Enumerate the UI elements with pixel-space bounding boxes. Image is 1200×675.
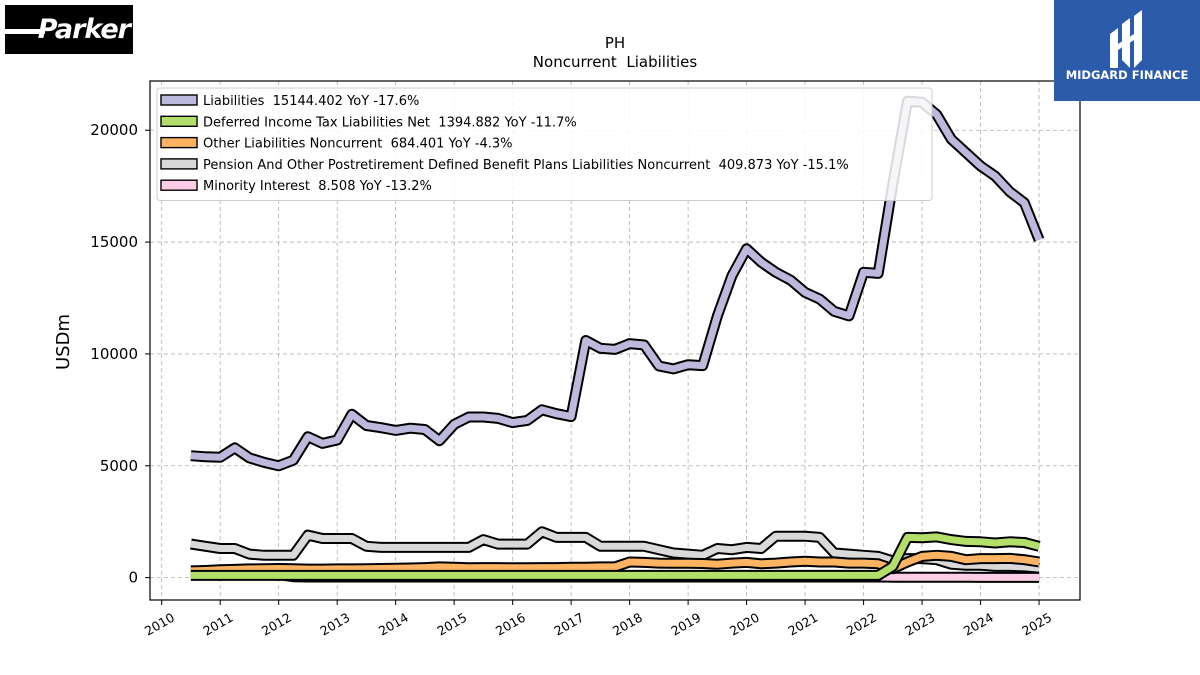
parker-logo-text: Parker bbox=[37, 14, 131, 45]
series-line bbox=[190, 533, 1040, 579]
legend-label: Pension And Other Postretirement Defined… bbox=[203, 158, 849, 173]
x-tick-label: 2011 bbox=[200, 610, 235, 639]
x-tick-label: 2020 bbox=[727, 610, 762, 639]
y-tick-label: 5000 bbox=[100, 457, 138, 475]
plot-frame bbox=[149, 80, 1081, 601]
legend-swatch bbox=[160, 94, 198, 106]
chart-title: PH bbox=[605, 34, 625, 52]
y-axis-label: USDm bbox=[53, 314, 74, 370]
x-tick-label: 2019 bbox=[668, 610, 703, 639]
x-tick-label: 2021 bbox=[785, 610, 820, 639]
legend-label: Liabilities 15144.402 YoY -17.6% bbox=[203, 94, 419, 109]
x-tick-label: 2013 bbox=[317, 610, 352, 639]
series-deferred-income-tax-liabilities-net bbox=[190, 531, 1041, 581]
y-tick-label: 20000 bbox=[90, 121, 138, 139]
parker-logo: Parker bbox=[5, 5, 133, 54]
y-tick-label: 0 bbox=[128, 569, 138, 587]
legend-swatch bbox=[160, 136, 198, 149]
legend-box bbox=[156, 87, 933, 201]
midgard-logo-text: MIDGARD FINANCE bbox=[1065, 68, 1189, 82]
legend-swatch bbox=[160, 115, 198, 128]
x-tick-label: 2025 bbox=[1019, 610, 1054, 639]
x-tick-label: 2010 bbox=[142, 610, 177, 639]
legend-swatch bbox=[160, 179, 198, 191]
x-tick-label: 2016 bbox=[493, 610, 528, 639]
midgard-mark-icon bbox=[1110, 10, 1142, 68]
legend-label: Minority Interest 8.508 YoY -13.2% bbox=[203, 179, 432, 194]
x-tick-label: 2017 bbox=[551, 610, 586, 639]
legend-swatch bbox=[160, 158, 198, 170]
x-tick-label: 2024 bbox=[961, 610, 996, 639]
x-tick-label: 2022 bbox=[844, 610, 879, 639]
legend-label: Other Liabilities Noncurrent 684.401 YoY… bbox=[203, 137, 513, 152]
midgard-finance-logo: MIDGARD FINANCE bbox=[1054, 0, 1200, 101]
chart-subtitle: Noncurrent Liabilities bbox=[533, 53, 698, 71]
x-tick-label: 2018 bbox=[610, 610, 645, 639]
x-tick-label: 2015 bbox=[434, 610, 469, 639]
y-tick-label: 10000 bbox=[90, 345, 138, 363]
y-tick-label: 15000 bbox=[90, 233, 138, 251]
x-tick-label: 2014 bbox=[376, 610, 411, 639]
legend-label: Deferred Income Tax Liabilities Net 1394… bbox=[203, 115, 577, 130]
x-tick-label: 2012 bbox=[259, 610, 294, 639]
series-other-liabilities-noncurrent bbox=[190, 549, 1040, 577]
x-tick-label: 2023 bbox=[902, 610, 937, 639]
